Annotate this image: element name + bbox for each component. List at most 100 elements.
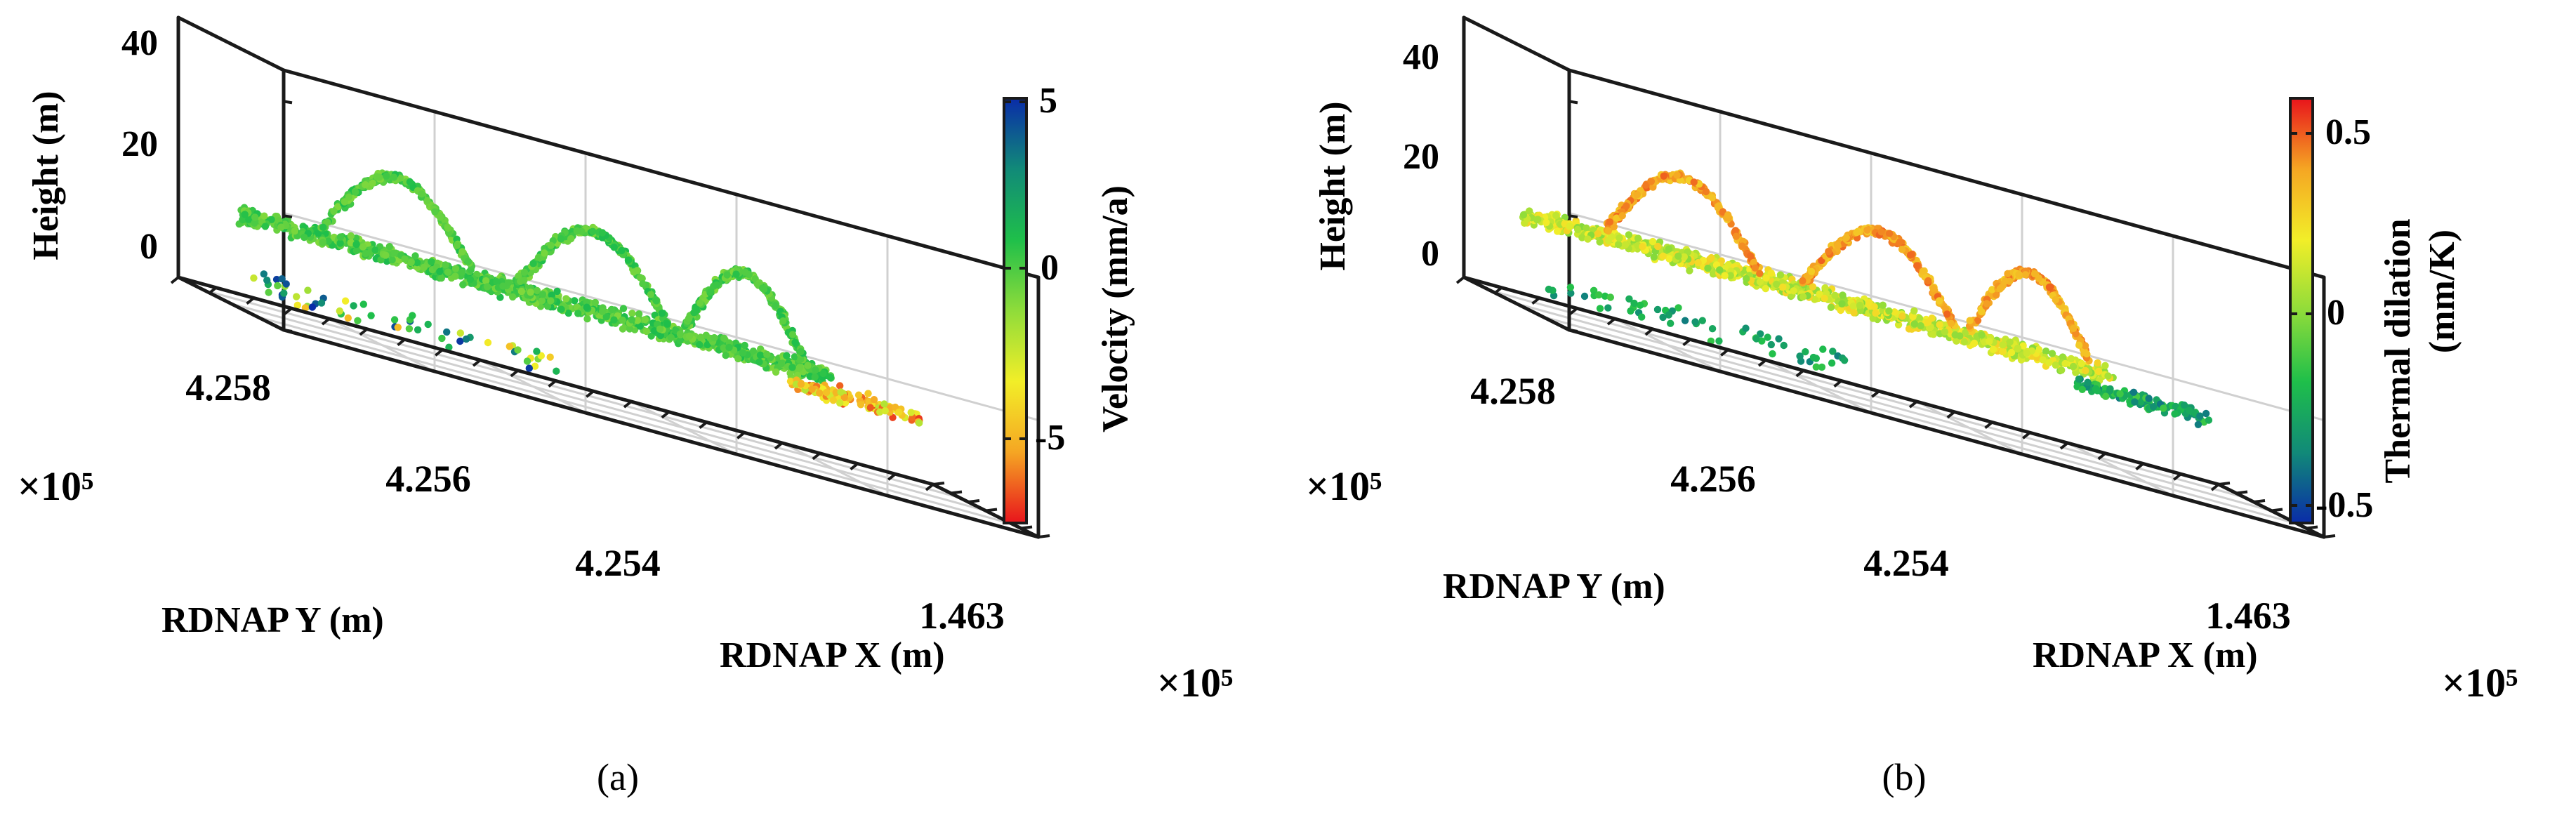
y-exponent: ×10⁵ — [18, 463, 93, 509]
data-point — [1681, 317, 1689, 324]
y-axis-tick — [1946, 411, 1955, 419]
data-point — [1627, 307, 1634, 315]
y-axis-tick — [1606, 317, 1616, 326]
data-point — [547, 242, 555, 249]
x-axis-tick — [2253, 499, 2266, 503]
data-point — [1894, 321, 1903, 329]
data-point — [369, 179, 376, 187]
data-point — [464, 258, 473, 265]
data-point — [1580, 292, 1589, 300]
data-point — [720, 334, 728, 342]
panel-b: 40 20 0 Height (m) 4.258 4.256 4.254 ×10… — [1306, 15, 2518, 798]
data-point — [1756, 270, 1764, 277]
data-point — [734, 355, 742, 363]
data-point — [1879, 301, 1887, 309]
data-point — [791, 353, 799, 361]
data-point — [437, 274, 445, 282]
data-point — [362, 181, 369, 189]
colorbar-b — [2289, 97, 2314, 524]
data-point — [635, 310, 643, 318]
data-point — [2180, 401, 2188, 409]
data-point — [1638, 313, 1646, 321]
y-axis-tick — [2135, 462, 2144, 471]
data-point — [628, 316, 635, 324]
y-axis-tick — [2173, 472, 2182, 481]
data-point — [2171, 410, 2179, 418]
data-point — [837, 388, 845, 396]
data-point — [589, 227, 597, 235]
data-point — [382, 251, 390, 259]
data-point — [797, 348, 805, 356]
box-edge — [1462, 15, 1571, 72]
data-point — [583, 298, 590, 306]
data-point — [431, 208, 439, 216]
data-point — [711, 333, 718, 342]
data-point — [401, 255, 409, 263]
ticks-a — [170, 100, 1050, 538]
data-point — [1667, 319, 1675, 327]
data-point — [641, 316, 649, 324]
data-point — [1929, 331, 1938, 338]
data-point — [1935, 297, 1943, 305]
data-point — [1543, 218, 1550, 227]
y-axis-tick — [1833, 379, 1842, 388]
data-point — [1809, 283, 1817, 291]
data-point — [1675, 252, 1682, 260]
data-point — [1775, 335, 1783, 343]
y-axis-tick — [737, 431, 746, 439]
data-point — [317, 299, 326, 307]
y-axis-tick — [1531, 296, 1540, 305]
data-point — [889, 414, 897, 421]
data-point — [2035, 345, 2043, 354]
data-point — [2021, 271, 2030, 279]
data-point — [260, 212, 268, 220]
y-tick-4254-b: 4.254 — [1863, 542, 1949, 584]
y-axis-tick — [1757, 359, 1767, 367]
x-exponent-b: ×10⁵ — [2442, 660, 2518, 706]
data-point — [1610, 223, 1618, 231]
data-point — [1584, 235, 1592, 243]
z-tick-0-b: 0 — [1421, 234, 1439, 274]
data-point — [1650, 253, 1658, 261]
box-edge — [282, 68, 1041, 279]
colorbar-a — [1003, 97, 1028, 524]
y-axis-tick — [548, 379, 557, 388]
data-point — [788, 364, 796, 371]
data-point — [324, 218, 331, 226]
data-point — [2145, 395, 2153, 402]
data-point — [783, 352, 791, 359]
z-axis-tick — [1568, 329, 1578, 333]
data-point — [1566, 284, 1575, 291]
x-exponent: ×10⁵ — [1157, 660, 1233, 706]
data-point — [1819, 345, 1827, 353]
data-point — [1803, 272, 1811, 280]
data-point — [2131, 398, 2139, 406]
data-point — [1756, 278, 1764, 286]
data-point — [1750, 258, 1757, 267]
data-point — [336, 239, 344, 247]
data-point — [722, 352, 729, 359]
data-point — [1885, 307, 1893, 315]
data-point — [278, 275, 286, 283]
data-point — [1726, 272, 1734, 279]
data-point — [1606, 293, 1614, 301]
data-point — [1978, 331, 1986, 339]
y-axis-label: RDNAP Y (m) — [161, 600, 384, 640]
data-point — [483, 283, 491, 291]
data-point — [756, 351, 765, 359]
data-point — [2001, 277, 2009, 285]
data-point — [854, 391, 863, 399]
data-point — [1996, 285, 2004, 293]
data-point — [2015, 270, 2023, 278]
data-point — [1970, 339, 1979, 348]
y-axis-tick — [1569, 307, 1578, 315]
y-tick-4256-b: 4.256 — [1670, 458, 1756, 500]
y-axis-tick — [2210, 483, 2220, 491]
data-point — [1953, 337, 1960, 345]
data-point — [531, 362, 539, 370]
data-point — [1636, 301, 1644, 309]
data-point — [658, 310, 666, 317]
data-point — [1898, 246, 1906, 253]
data-point — [1988, 286, 1996, 293]
